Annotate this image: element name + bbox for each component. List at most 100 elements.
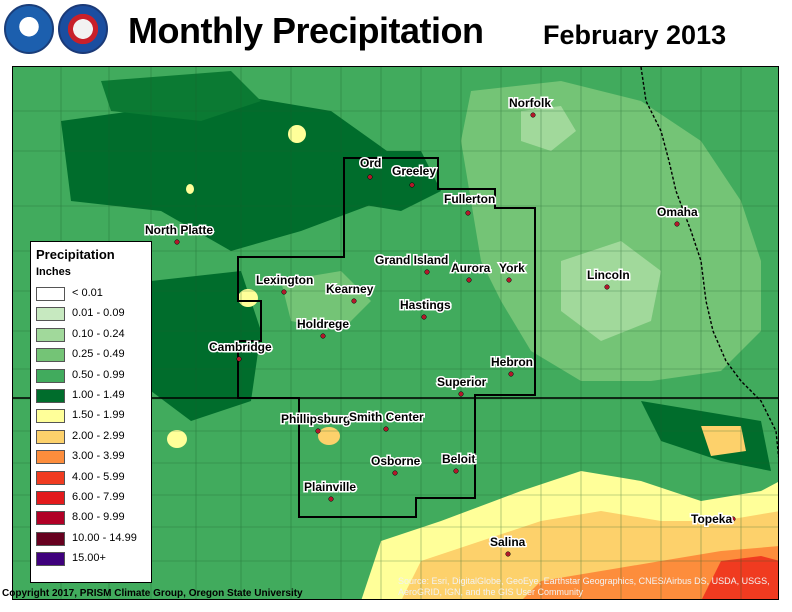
city-label: Beloit [442,452,475,466]
legend-label: 6.00 - 7.99 [72,491,125,503]
city-label: Omaha [657,205,698,219]
city-label: North Platte [145,223,213,237]
legend-item: 8.00 - 9.99 [36,510,148,527]
precip-spot [167,430,187,448]
legend-label: 1.00 - 1.49 [72,389,125,401]
city-label: Grand Island [375,253,448,267]
city-marker[interactable] [328,496,334,502]
legend-swatch [36,327,65,342]
legend-item: < 0.01 [36,286,148,303]
legend-label: 10.00 - 14.99 [72,531,137,544]
legend-swatch [36,348,65,363]
source-credits: Source: Esri, DigitalGlobe, GeoEye, Eart… [398,576,770,597]
city-marker[interactable] [281,289,287,295]
city-marker[interactable] [315,428,321,434]
city-label: Osborne [371,454,421,468]
city-marker[interactable] [236,356,242,362]
precip-spot [238,289,258,307]
legend-label: 2.00 - 2.99 [72,429,125,442]
city-label: Smith Center [349,410,424,424]
city-marker[interactable] [530,112,536,118]
legend-item: 0.01 - 0.09 [36,306,148,323]
legend-units: Inches [36,266,71,278]
city-marker[interactable] [505,551,511,557]
legend-item: 0.10 - 0.24 [36,327,148,344]
city-label: Fullerton [444,192,495,206]
legend-item: 0.50 - 0.99 [36,368,148,385]
city-marker[interactable] [674,221,680,227]
city-label: Lincoln [587,268,630,282]
city-marker[interactable] [421,314,427,320]
city-marker[interactable] [424,269,430,275]
city-marker[interactable] [392,470,398,476]
legend-item: 4.00 - 5.99 [36,470,148,487]
city-marker[interactable] [409,182,415,188]
legend-label: 15.00+ [72,552,106,565]
legend-swatch [36,389,65,403]
city-label: Kearney [326,282,374,296]
city-marker[interactable] [466,277,472,283]
legend-item: 1.50 - 1.99 [36,408,148,425]
legend-swatch [36,552,65,567]
legend-swatch [36,491,65,505]
legend-label: 1.50 - 1.99 [72,409,125,422]
legend-item: 2.00 - 2.99 [36,429,148,446]
city-label: Aurora [451,261,491,275]
city-marker[interactable] [383,426,389,432]
city-marker[interactable] [367,174,373,180]
city-label: Lexington [256,273,313,287]
city-label: Cambridge [209,340,272,354]
legend-swatch [36,470,65,485]
legend-swatch [36,287,65,301]
legend-item: 1.00 - 1.49 [36,388,148,405]
legend-label: 4.00 - 5.99 [72,470,125,483]
noaa-logo-icon [4,4,54,54]
legend-swatch [36,531,65,546]
legend-label: 3.00 - 3.99 [72,450,125,463]
city-marker[interactable] [351,298,357,304]
precip-zone-4-6in [702,556,778,599]
city-marker[interactable] [730,516,736,522]
legend-swatch [36,409,65,424]
legend-swatch [36,368,65,383]
precip-zone-light [281,271,371,331]
city-marker[interactable] [604,284,610,290]
legend-label: 0.50 - 0.99 [72,368,125,381]
city-marker[interactable] [465,210,471,216]
legend-label: 0.01 - 0.09 [72,307,125,320]
legend-label: 8.00 - 9.99 [72,511,125,524]
legend-swatch [36,511,65,526]
city-layer: Norfolk Ord Greeley Fullerton Omaha North Pla… [144,95,736,557]
city-marker[interactable] [174,239,180,245]
legend-label: 0.10 - 0.24 [72,327,125,340]
city-label: Salina [490,535,526,549]
forecast-area-boundary [237,157,536,518]
city-label: Norfolk [509,96,551,110]
precip-zone-heavy [101,71,261,121]
precip-spot [318,427,340,445]
legend-swatch [36,307,65,322]
river-boundary [640,67,778,459]
city-marker[interactable] [458,391,464,397]
legend-swatch [36,429,65,444]
city-label: York [499,261,525,275]
city-marker[interactable] [508,371,514,377]
nws-logo-icon [58,4,108,54]
city-marker[interactable] [320,333,326,339]
city-label: Holdrege [297,317,349,331]
precip-zone-heavy [331,151,441,211]
legend-swatch [36,450,65,465]
legend-item: 10.00 - 14.99 [36,531,148,548]
precip-zone-2-3in [701,426,746,456]
map-title: Monthly Precipitation [128,10,484,51]
city-label: Greeley [392,164,436,178]
city-label: Topeka [691,512,732,526]
map-header: Monthly Precipitation February 2013 [0,0,792,66]
precip-zone-heavy [61,96,401,251]
city-marker[interactable] [506,277,512,283]
city-label: Ord [360,156,381,170]
legend-label: < 0.01 [72,287,103,299]
city-marker[interactable] [453,468,459,474]
legend-item: 3.00 - 3.99 [36,449,148,466]
legend-item: 6.00 - 7.99 [36,490,148,507]
